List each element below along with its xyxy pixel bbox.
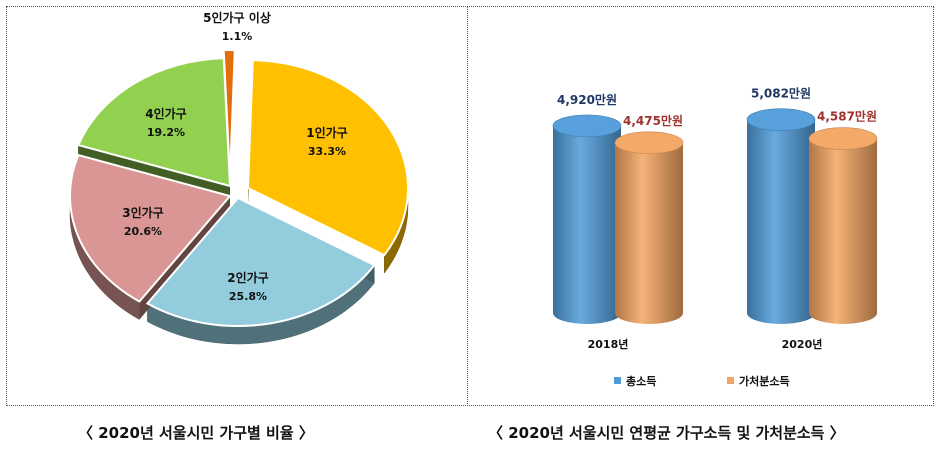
panel-divider [467,6,468,406]
pie-value-label-5: 1.1% [222,30,253,43]
pie-slice-1 [246,59,409,257]
pie-label-4: 4인가구 [145,106,186,121]
bar-2020--series-2 [808,127,878,324]
pie-slice-5 [222,49,236,179]
bar-2020--series-1 [746,108,816,324]
bar-value-label-2020--1: 5,082만원 [751,86,811,101]
pie-slice-4 [77,57,232,188]
legend-label-1: 총소득 [626,374,656,388]
legend-label-2: 가처분소득 [739,374,790,388]
legend-swatch-1 [614,377,621,384]
bar-value-label-2020--2: 4,587만원 [817,109,877,124]
bar-2018--series-2 [614,131,684,324]
pie-slice-2 [145,196,376,327]
pie-label-1: 1인가구 [306,125,347,140]
category-label-2: 2020년 [782,337,823,351]
pie-caption: 〈 2020년 서울시민 가구별 비율 〉 [78,424,314,442]
pie-label-3: 3인가구 [122,205,163,220]
bar-2018--series-1 [552,114,622,324]
pie-value-label-1: 33.3% [308,145,346,158]
bar-value-label-2018--2: 4,475만원 [623,113,683,128]
legend-swatch-2 [727,377,734,384]
pie-value-label-4: 19.2% [147,126,185,139]
pie-value-label-3: 20.6% [124,225,162,238]
category-label-1: 2018년 [588,337,629,351]
chart-frame [6,6,934,406]
bar-value-label-2018--1: 4,920만원 [557,92,617,107]
pie-label-2: 2인가구 [227,270,268,285]
pie-chart: 1인가구 33.3% 2인가구 25.8% 3인가구 20.6% 4인가구 19.2% 5인가구… [69,10,409,345]
bar-caption: 〈 2020년 서울시민 연평균 가구소득 및 가처분소득 〉 [488,424,845,442]
pie-label-5: 5인가구 이상 [203,10,271,25]
bar-chart: 4,920만원 4,475만원 2018년 5,082만원 4,587만원 2020년총소… [552,86,878,388]
pie-slice-3 [69,153,232,303]
pie-value-label-2: 25.8% [229,290,267,303]
